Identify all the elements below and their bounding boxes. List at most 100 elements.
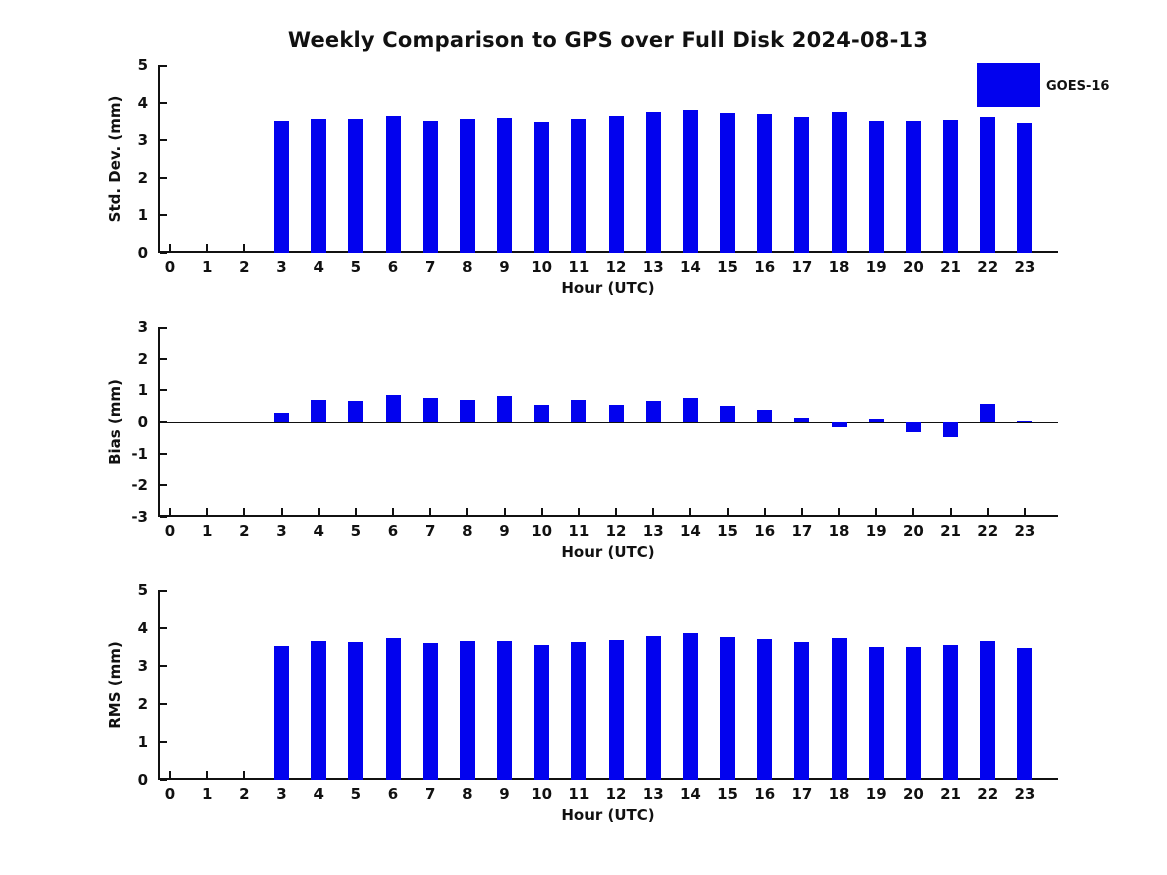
x-tick-label: 9	[499, 785, 510, 803]
x-tick-label: 20	[902, 785, 924, 803]
x-tick	[912, 508, 915, 515]
bar	[645, 401, 661, 422]
bar	[943, 422, 959, 437]
bar	[385, 637, 401, 780]
bar	[534, 645, 550, 780]
x-tick-label: 21	[940, 258, 961, 276]
y-tick-label: 5	[137, 56, 148, 74]
y-tick	[160, 327, 167, 329]
y-tick	[160, 252, 167, 254]
bar	[980, 403, 996, 422]
bar	[274, 412, 289, 422]
y-tick-label: 2	[137, 349, 148, 368]
x-tick	[652, 508, 655, 515]
bar	[1017, 420, 1033, 422]
legend-swatch	[977, 63, 1040, 107]
y-tick-label: 5	[137, 581, 148, 599]
bar	[980, 640, 996, 780]
bar	[682, 110, 698, 253]
x-tick-label: 2	[239, 258, 250, 276]
x-tick-label: 5	[350, 785, 362, 803]
bar	[794, 642, 810, 780]
x-tick-label: 15	[717, 785, 738, 803]
x-tick	[280, 508, 283, 515]
bar	[459, 641, 475, 780]
x-tick-label: 2	[239, 522, 250, 540]
x-tick	[206, 771, 209, 778]
bar	[794, 417, 810, 422]
x-tick-label: 7	[424, 258, 436, 276]
x-tick-label: 5	[350, 258, 362, 276]
x-tick	[503, 508, 506, 515]
bar	[497, 117, 513, 253]
x-tick-label: 22	[977, 785, 999, 803]
x-axis-line	[158, 251, 1058, 253]
x-tick	[763, 508, 766, 515]
x-tick-label: 1	[201, 785, 213, 803]
x-tick-label: 11	[568, 258, 590, 276]
bar	[459, 400, 475, 422]
x-tick-label: 17	[791, 522, 813, 540]
bar	[794, 116, 810, 253]
x-tick-label: 0	[164, 785, 176, 803]
x-tick-label: 18	[828, 522, 850, 540]
x-tick-label: 23	[1014, 522, 1036, 540]
x-tick-label: 12	[605, 522, 627, 540]
y-tick	[160, 627, 167, 629]
bar	[831, 112, 847, 253]
y-tick	[160, 357, 167, 360]
y-tick	[160, 101, 167, 104]
bar	[497, 396, 513, 422]
y-tick-label: 1	[137, 733, 148, 751]
x-tick	[429, 508, 432, 515]
x-tick-label: 10	[531, 522, 553, 540]
y-axis-line	[158, 65, 160, 253]
y-tick	[160, 665, 167, 667]
x-tick-label: 3	[276, 785, 287, 803]
x-tick	[169, 508, 171, 515]
y-axis-label: Std. Dev. (mm)	[106, 95, 124, 223]
bar	[311, 118, 327, 253]
bar	[868, 646, 884, 780]
y-tick	[160, 452, 167, 455]
bar	[422, 121, 438, 253]
y-tick	[160, 389, 167, 392]
bar	[497, 640, 513, 780]
x-tick	[838, 508, 841, 515]
bar	[645, 636, 661, 780]
y-axis-label: Bias (mm)	[106, 379, 124, 465]
y-tick-label: 0	[137, 771, 148, 789]
x-tick-label: 12	[605, 258, 627, 276]
y-tick-label: 3	[137, 131, 148, 150]
x-tick-label: 22	[977, 522, 999, 540]
x-tick-label: 18	[828, 785, 850, 803]
x-tick-label: 8	[462, 785, 473, 803]
x-tick	[169, 244, 171, 251]
bar	[422, 397, 438, 422]
bar	[274, 646, 289, 780]
bar	[608, 640, 624, 780]
x-tick-label: 10	[531, 785, 553, 803]
bar	[943, 645, 959, 780]
bar	[831, 637, 847, 780]
bar	[608, 404, 624, 422]
bar	[757, 114, 773, 253]
x-tick-label: 16	[754, 522, 776, 540]
bar	[682, 632, 698, 780]
bar	[459, 118, 475, 253]
x-axis-label: Hour (UTC)	[561, 279, 655, 297]
y-tick	[160, 703, 167, 705]
x-axis-label: Hour (UTC)	[561, 806, 655, 824]
bar	[385, 116, 401, 253]
bar	[348, 401, 364, 422]
rms-subplot: 0 1 2 3 4 5 0 1 2 3 4 5 6 7 8 9 10 11 12 13 14 15 16 17 18 19 20 21…	[106, 581, 1058, 824]
y-tick-label: 2	[137, 168, 148, 187]
x-tick	[577, 508, 580, 515]
x-tick-label: 23	[1014, 785, 1036, 803]
y-tick	[160, 484, 167, 487]
bar	[757, 639, 773, 780]
bar	[720, 406, 736, 422]
x-tick	[392, 508, 395, 515]
bar	[348, 118, 364, 253]
